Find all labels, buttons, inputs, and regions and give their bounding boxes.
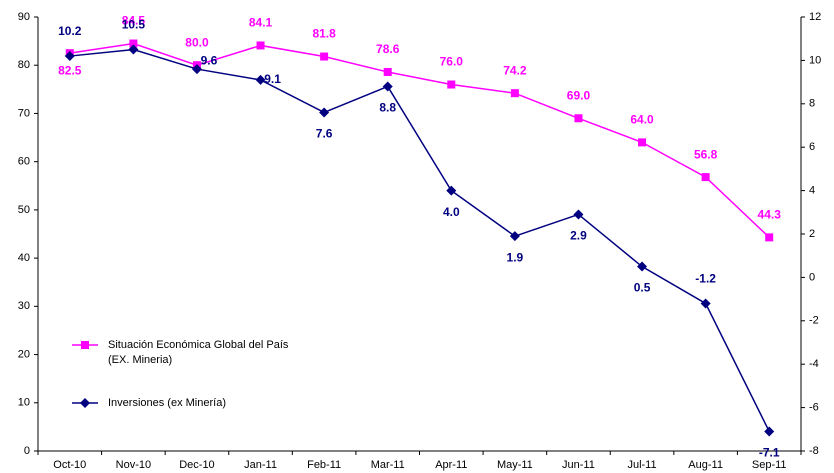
data-label: 76.0 — [440, 55, 464, 69]
data-point — [764, 426, 775, 437]
data-point — [320, 52, 329, 61]
data-label: 10.5 — [122, 18, 146, 32]
data-point — [509, 231, 520, 242]
data-point — [510, 89, 519, 98]
y2-tick-label: -2 — [809, 315, 819, 327]
y-tick-label: 40 — [18, 252, 30, 264]
y-tick-label: 60 — [18, 156, 30, 168]
x-tick-label: Apr-11 — [435, 459, 467, 471]
data-point — [383, 67, 392, 76]
data-label: 78.6 — [376, 42, 400, 56]
y2-tick-label: 2 — [809, 228, 815, 240]
data-label: 0.5 — [634, 281, 651, 295]
y2-tick-label: 0 — [809, 271, 815, 283]
x-tick-label: May-11 — [497, 459, 533, 471]
y2-tick-label: 10 — [809, 54, 821, 66]
data-point — [128, 44, 139, 55]
y2-tick-label: 8 — [809, 98, 815, 110]
data-label: 64.0 — [630, 113, 654, 127]
data-point — [701, 173, 710, 182]
x-tick-label: Jul-11 — [627, 459, 656, 471]
data-label: -7.1 — [759, 446, 780, 460]
series-line — [69, 42, 770, 238]
y2-tick-label: -8 — [809, 445, 819, 457]
x-tick-label: Sep-11 — [752, 459, 787, 471]
data-point — [638, 138, 647, 147]
y2-tick-label: -6 — [809, 402, 819, 414]
y2-tick-label: -4 — [809, 358, 819, 370]
data-point — [64, 51, 75, 62]
data-label: 44.3 — [758, 208, 782, 222]
data-label: -1.2 — [695, 272, 716, 286]
y-tick-label: 90 — [18, 11, 30, 23]
data-label: 74.2 — [503, 63, 527, 77]
legend-label: Inversiones (ex Minería) — [108, 397, 226, 409]
data-point — [573, 209, 584, 220]
y-tick-label: 0 — [24, 445, 30, 457]
y-tick-label: 20 — [18, 348, 30, 360]
legend-marker — [81, 341, 89, 349]
y-tick-label: 10 — [18, 397, 30, 409]
data-label: 69.0 — [567, 88, 591, 102]
data-label: 4.0 — [443, 205, 460, 219]
x-tick-label: Jan-11 — [244, 459, 277, 471]
data-label: 2.9 — [570, 229, 587, 243]
y-tick-label: 80 — [18, 59, 30, 71]
x-tick-label: Oct-10 — [53, 459, 86, 471]
y2-tick-label: 6 — [809, 141, 815, 153]
data-point — [574, 114, 583, 123]
data-point — [256, 41, 265, 50]
data-label: 82.5 — [58, 63, 82, 77]
data-point — [319, 107, 330, 118]
data-point — [382, 81, 393, 92]
legend-marker — [80, 398, 90, 408]
data-point — [446, 185, 457, 196]
x-tick-label: Mar-11 — [371, 459, 405, 471]
data-point — [129, 39, 138, 48]
data-label: 10.2 — [58, 24, 82, 38]
y-tick-label: 30 — [18, 300, 30, 312]
series-line — [69, 48, 770, 432]
data-label: 9.6 — [201, 53, 218, 67]
x-tick-label: Jun-11 — [562, 459, 595, 471]
legend-label: Situación Económica Global del País (EX. … — [108, 339, 289, 366]
data-label: 8.8 — [379, 101, 396, 115]
x-tick-label: Aug-11 — [688, 459, 723, 471]
y-tick-label: 50 — [18, 204, 30, 216]
data-point — [637, 261, 648, 272]
data-label: 1.9 — [507, 250, 524, 264]
data-label: 84.1 — [249, 16, 273, 30]
data-label: 84.5 — [122, 14, 146, 28]
data-point — [191, 64, 202, 75]
y2-tick-label: 4 — [809, 185, 815, 197]
y-tick-label: 70 — [18, 107, 30, 119]
data-label: 7.6 — [316, 127, 333, 141]
y2-tick-label: 12 — [809, 11, 821, 23]
data-point — [447, 80, 456, 89]
data-label: 56.8 — [694, 147, 718, 161]
x-tick-label: Feb-11 — [307, 459, 341, 471]
data-label: 9.1 — [264, 72, 281, 86]
data-point — [700, 298, 711, 309]
x-tick-label: Nov-10 — [116, 459, 151, 471]
data-point — [255, 74, 266, 85]
data-label: 81.8 — [312, 27, 336, 41]
data-label: 80.0 — [185, 35, 209, 49]
data-point — [765, 233, 774, 242]
x-tick-label: Dec-10 — [179, 459, 214, 471]
